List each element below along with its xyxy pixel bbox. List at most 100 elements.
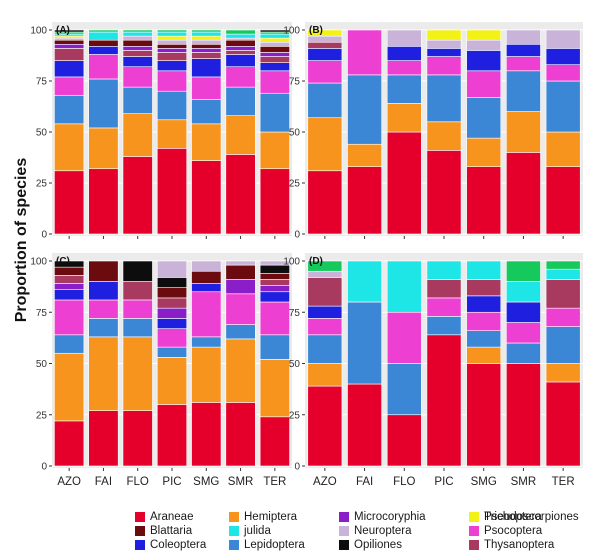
bar-segment-coleoptera-smr [225,54,256,68]
bar-segment-julida-smr [225,33,256,39]
legend-item-opiliones: Opiliones [338,538,402,552]
bar-segment-julida-flo [122,31,153,37]
bar-segment-psocoptera-smr [225,293,256,325]
bar-segment-araneae-azo [54,420,85,467]
legend-label: Hemiptera [244,511,298,523]
bar-segment-trichoptera-pic [156,35,188,41]
bar-segment-lepidoptera-smg [466,330,502,348]
bar-segment-coleoptera-azo [307,48,343,61]
bar-segment-coleoptera-ter [545,48,581,65]
panel-tag: (B) [309,25,323,36]
bar-segment-neuroptera-flo [386,29,422,47]
bar-segment-psocoptera-pic [426,56,462,76]
bar-segment-psocoptera-pic [156,328,188,348]
x-tick-label: FAI [95,476,112,488]
legend-item-neuroptera: Neuroptera [338,524,412,538]
bar-segment-julida-flo [386,260,422,313]
y-tick-label: 25 [289,179,301,190]
bar-segment-lepidoptera-azo [54,334,85,354]
bar-segment-coleoptera-smr [506,301,541,323]
bar-segment-neuroptera-smg [191,260,222,272]
y-tick-label: 0 [41,230,47,241]
bar-segment-julida-smg [466,260,502,280]
bar-segment-coleoptera-fai [88,281,119,301]
legend-swatch [468,511,480,523]
legend-item-microcoryphia: Microcoryphia [338,510,426,524]
bar-segment-lepidoptera-fai [88,318,119,338]
bar-segment-araneae-flo [386,414,422,467]
legend-label: Coleoptera [150,539,207,551]
bar-segment-araneae-azo [54,170,85,235]
bar-segment-hemiptera-smg [191,346,222,403]
x-tick-label: FLO [393,476,415,488]
bar-segment-opiliones-flo [122,260,153,282]
bar-segment-pseudoscorpiones-smr [225,29,256,35]
bar-segment-coleoptera-smg [191,283,222,293]
bar-segment-microcoryphia-ter [259,52,290,57]
bar-segment-hemiptera-fai [88,336,119,411]
bar-segment-lepidoptera-flo [386,74,422,104]
y-tick-label: 100 [283,257,300,268]
bar-segment-coleoptera-smr [506,43,541,57]
bar-segment-thysanoptera-pic [156,52,188,61]
bar-segment-araneae-smr [506,363,541,467]
bar-segment-opiliones-azo [54,260,85,268]
bar-segment-neuroptera-smr [225,37,256,41]
y-tick-label: 25 [289,410,301,421]
bar-segment-lepidoptera-flo [386,363,422,416]
bar-segment-araneae-flo [122,410,153,467]
bar-segment-microcoryphia-pic [156,48,188,53]
bar-segment-julida-smr [506,281,541,303]
bar-segment-blattaria-azo [54,266,85,276]
bar-segment-lepidoptera-pic [156,346,188,358]
bar-segment-psocoptera-azo [54,299,85,336]
bar-segment-trichoptera-azo [54,35,85,39]
bar-segment-araneae-smg [191,160,222,235]
bar-segment-hemiptera-ter [545,363,581,383]
bar-segment-psocoptera-azo [307,318,343,336]
bar-segment-araneae-smg [191,402,222,467]
bar-segment-opiliones-ter [259,29,290,33]
bar-segment-araneae-ter [545,381,581,467]
legend-label: Pseudoscorpiones [484,511,579,523]
bar-segment-microcoryphia-pic [156,307,188,319]
legend-label: julida [244,525,271,537]
bar-segment-thysanoptera-smr [225,50,256,55]
bar-segment-blattaria-fai [88,39,119,47]
bar-segment-lepidoptera-smr [225,86,256,116]
bar-segment-neuroptera-pic [156,39,188,45]
bar-segment-thysanoptera-flo [122,281,153,301]
panel-tag: (A) [56,25,70,36]
bar-segment-blattaria-pic [156,287,188,299]
bar-segment-hemiptera-flo [122,336,153,411]
bar-segment-psocoptera-smg [466,311,502,332]
legend-item-trichoptera: Trichoptera [468,510,542,524]
bar-segment-neuroptera-pic [426,39,462,49]
bar-segment-lepidoptera-ter [545,326,581,364]
bar-segment-psocoptera-ter [545,64,581,82]
legend-swatch [468,539,480,551]
x-tick-label: PIC [434,476,453,488]
y-tick-label: 100 [30,26,47,37]
bar-segment-hemiptera-ter [259,131,290,170]
bar-segment-blattaria-pic [156,43,188,49]
bar-segment-araneae-flo [122,156,153,235]
bar-segment-thysanoptera-smg [191,52,222,59]
bar-segment-araneae-pic [426,150,462,235]
bar-segment-neuroptera-ter [259,41,290,47]
bar-segment-lepidoptera-flo [122,318,153,338]
bar-segment-lepidoptera-azo [54,94,85,125]
bar-segment-julida-fai [347,260,382,303]
bar-segment-lepidoptera-ter [259,334,290,360]
bar-segment-trichoptera-smg [466,29,502,41]
y-tick-label: 50 [289,359,301,370]
bar-segment-araneae-azo [307,170,343,235]
legend-item-thysanoptera: Thysanoptera [468,538,554,552]
legend-item-psocoptera: Psocoptera [468,524,542,538]
y-tick-label: 25 [36,179,48,190]
bar-segment-blattaria-ter [259,46,290,53]
bar-segment-coleoptera-ter [259,291,290,303]
bar-segment-lepidoptera-ter [545,80,581,133]
